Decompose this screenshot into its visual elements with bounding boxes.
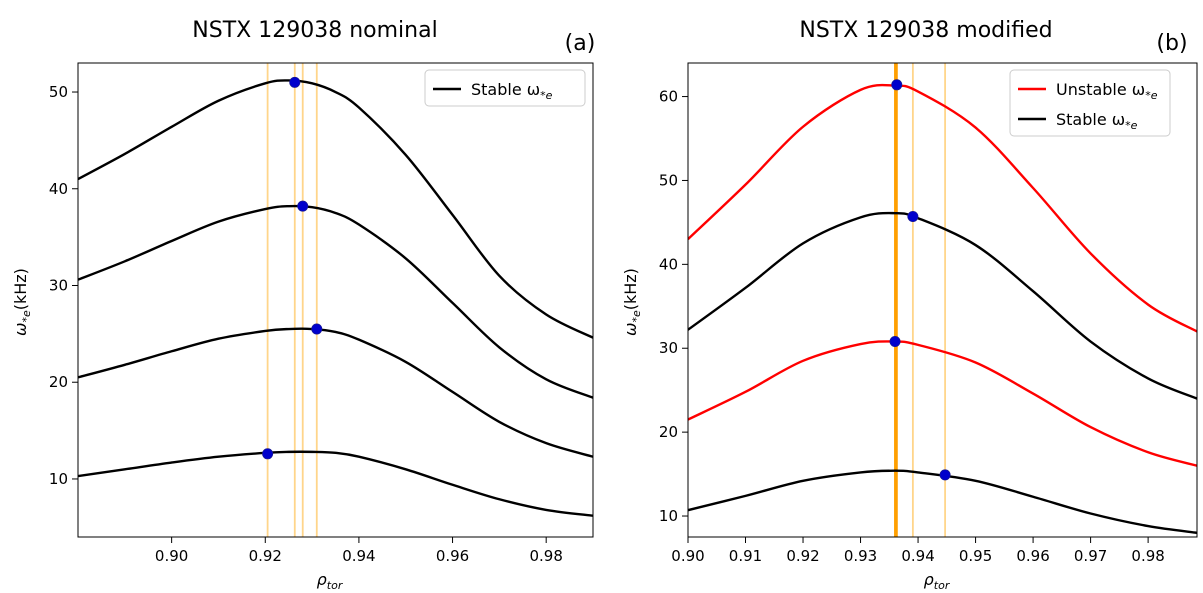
x-tick-label: 0.94	[342, 547, 375, 565]
x-tick-label: 0.96	[1016, 547, 1049, 565]
series-marker-3	[889, 336, 901, 348]
y-tick-label: 50	[49, 83, 68, 101]
plot-frame	[77, 62, 594, 538]
y-tick-label: 30	[49, 276, 68, 294]
legend: Stable ω*e	[424, 69, 586, 107]
legend-box	[424, 69, 586, 107]
y-tick-label: 20	[659, 423, 678, 441]
x-tick-label: 0.93	[844, 547, 877, 565]
series-marker-4	[939, 469, 951, 481]
series-marker-1	[289, 76, 301, 88]
x-axis-label: ρtor	[924, 570, 951, 592]
series-marker-3	[311, 323, 323, 335]
x-tick-label: 0.98	[1131, 547, 1164, 565]
panel-label: (a)	[565, 31, 596, 56]
legend-label: Stable ω*e	[1056, 110, 1138, 132]
y-tick-label: 10	[49, 470, 68, 488]
series-line-4	[688, 469, 1197, 534]
x-tick-label: 0.95	[959, 547, 992, 565]
series-marker-1	[891, 79, 903, 91]
y-axis-label: ω*e(kHz)	[11, 268, 33, 336]
series-line-4	[78, 450, 593, 517]
series-marker-4	[262, 448, 274, 460]
x-axis-label: ρtor	[317, 570, 344, 592]
legend: Unstable ω*e Stable ω*e	[1009, 69, 1171, 137]
series-line-3	[688, 340, 1197, 467]
plot-frame	[687, 62, 1198, 538]
y-tick-label: 60	[659, 88, 678, 106]
chart-panel-b: NSTX 129038 modified (b) 0.90 0.91 0.92 0.93 0…	[621, 18, 1198, 592]
chart-panel-a: NSTX 129038 nominal (a) 0.90 0.92 0.94 0.96 0.…	[11, 18, 595, 592]
series-line-2	[688, 211, 1197, 400]
y-tick-label: 10	[659, 507, 678, 525]
series-line-1	[78, 79, 593, 339]
y-tick-label: 40	[49, 180, 68, 198]
x-tick-label: 0.98	[529, 547, 562, 565]
x-tick-label: 0.91	[729, 547, 762, 565]
y-tick-label: 40	[659, 255, 678, 273]
y-axis-label: ω*e(kHz)	[621, 268, 643, 336]
x-tick-label: 0.92	[786, 547, 819, 565]
series-marker-2	[907, 211, 919, 223]
x-tick-label: 0.92	[249, 547, 282, 565]
y-tick-label: 20	[49, 373, 68, 391]
legend-label: Unstable ω*e	[1056, 80, 1158, 102]
y-tick-label: 30	[659, 339, 678, 357]
panel-label: (b)	[1156, 31, 1187, 56]
x-tick-label: 0.97	[1074, 547, 1107, 565]
x-tick-label: 0.96	[436, 547, 469, 565]
series-line-3	[78, 327, 593, 458]
x-tick-label: 0.94	[901, 547, 934, 565]
chart-title: NSTX 129038 modified	[799, 18, 1052, 43]
y-tick-label: 50	[659, 171, 678, 189]
series-line-1	[688, 83, 1197, 333]
x-tick-label: 0.90	[671, 547, 704, 565]
legend-label: Stable ω*e	[471, 80, 553, 102]
chart-title: NSTX 129038 nominal	[192, 18, 437, 43]
x-tick-label: 0.90	[155, 547, 188, 565]
series-line-2	[78, 204, 593, 399]
series-marker-2	[297, 200, 309, 212]
legend-box	[1009, 69, 1171, 137]
